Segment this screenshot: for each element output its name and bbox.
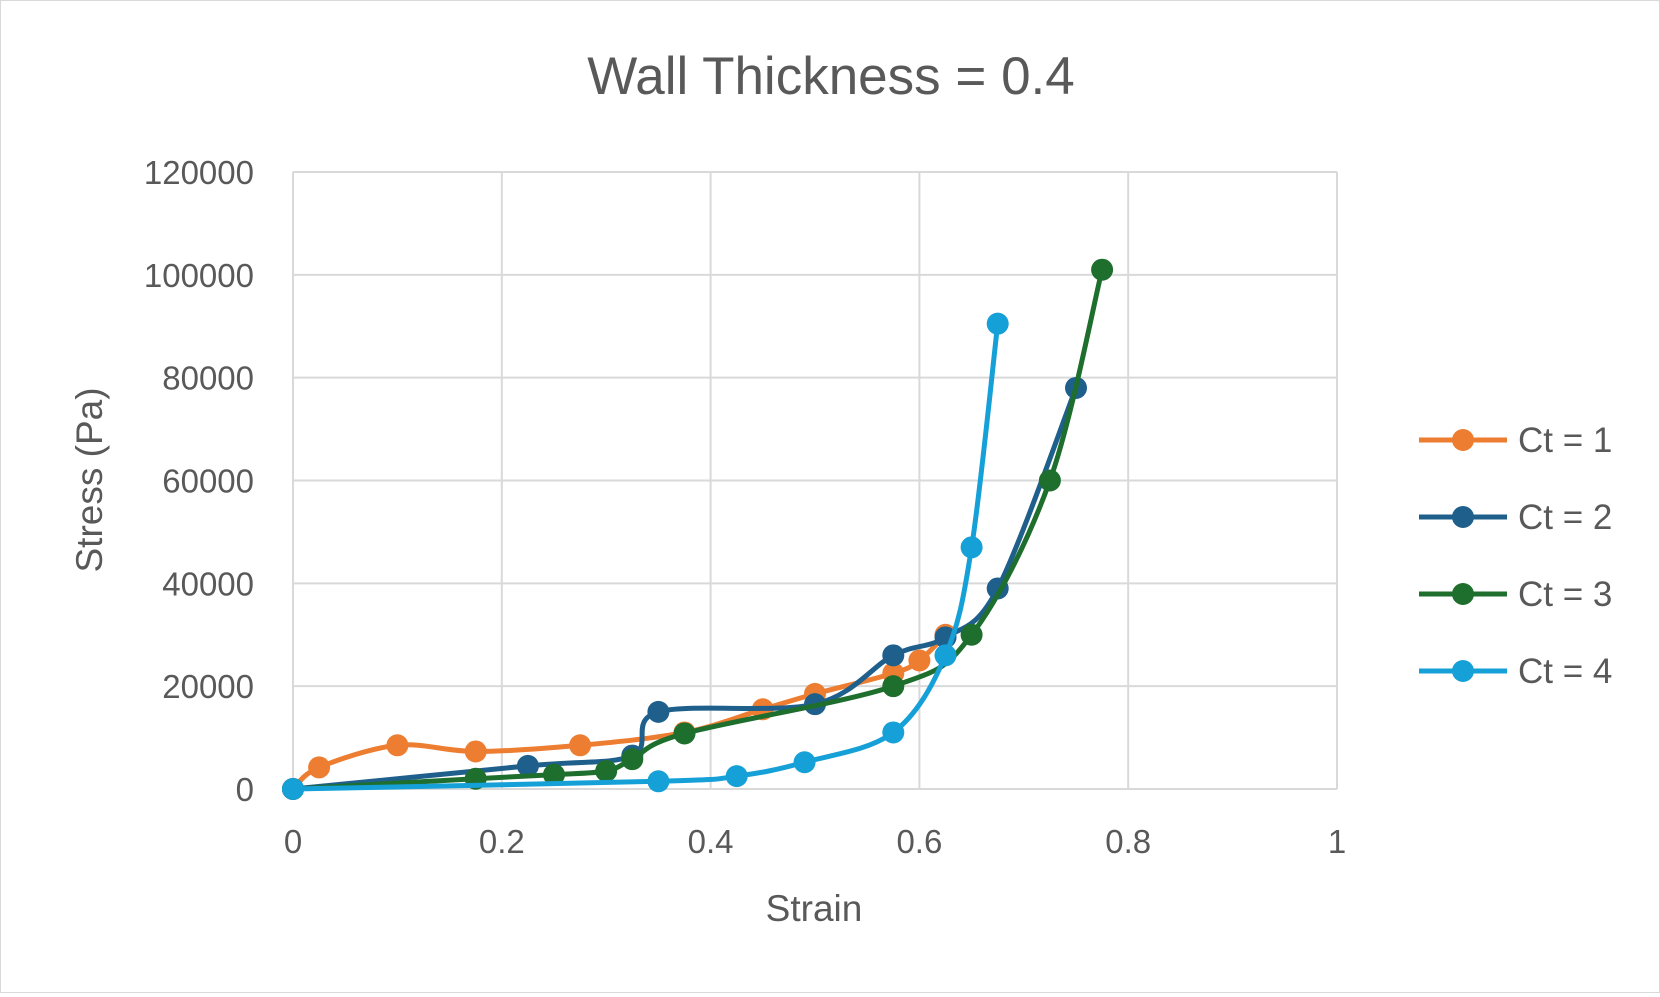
y-tick-label: 60000 xyxy=(162,463,254,500)
data-point xyxy=(882,721,905,744)
data-point xyxy=(793,751,816,774)
y-axis-label: Stress (Pa) xyxy=(69,387,110,572)
legend-marker xyxy=(1452,429,1474,451)
data-point xyxy=(282,778,304,800)
x-tick-label: 0.2 xyxy=(479,823,525,860)
data-point xyxy=(308,756,331,779)
data-point xyxy=(882,675,905,698)
y-tick-label: 20000 xyxy=(162,668,254,705)
y-axis-ticks: 0 20000 40000 60000 80000 100000 120000 xyxy=(144,154,254,808)
y-tick-label: 0 xyxy=(236,771,254,808)
x-tick-label: 1 xyxy=(1328,823,1346,860)
x-tick-label: 0.4 xyxy=(688,823,734,860)
legend: Ct = 1 Ct = 2 Ct = 3 Ct = 4 xyxy=(1419,421,1612,691)
y-tick-label: 120000 xyxy=(144,154,254,191)
legend-marker xyxy=(1452,583,1474,605)
chart-title: Wall Thickness = 0.4 xyxy=(587,47,1075,106)
legend-marker xyxy=(1452,506,1474,528)
data-point xyxy=(1091,258,1114,281)
legend-label: Ct = 4 xyxy=(1518,652,1612,691)
legend-label: Ct = 2 xyxy=(1518,498,1612,537)
data-point xyxy=(464,740,487,763)
data-point xyxy=(986,312,1009,335)
data-point xyxy=(960,623,983,646)
y-tick-label: 100000 xyxy=(144,257,254,294)
series-4 xyxy=(282,312,1009,800)
x-tick-label: 0.6 xyxy=(896,823,942,860)
data-point xyxy=(882,644,905,667)
data-point xyxy=(595,760,618,783)
x-axis-ticks: 0 0.2 0.4 0.6 0.8 1 xyxy=(284,823,1346,860)
legend-entry-3: Ct = 3 xyxy=(1419,575,1612,614)
data-point xyxy=(934,644,957,667)
data-point xyxy=(621,748,644,771)
legend-marker xyxy=(1452,660,1474,682)
data-point xyxy=(960,536,983,559)
data-point xyxy=(569,734,592,757)
data-point xyxy=(647,700,670,723)
series-1 xyxy=(282,623,957,800)
data-point xyxy=(908,649,931,672)
grid xyxy=(292,171,1338,790)
legend-entry-1: Ct = 1 xyxy=(1419,421,1612,460)
x-tick-label: 0 xyxy=(284,823,302,860)
legend-label: Ct = 3 xyxy=(1518,575,1612,614)
legend-label: Ct = 1 xyxy=(1518,421,1612,460)
data-point xyxy=(673,722,696,745)
data-point xyxy=(1038,469,1061,492)
data-point xyxy=(386,734,409,757)
legend-entry-4: Ct = 4 xyxy=(1419,652,1612,691)
series-line xyxy=(290,267,1105,792)
legend-entry-2: Ct = 2 xyxy=(1419,498,1612,537)
data-point xyxy=(543,763,565,786)
series-3 xyxy=(282,258,1114,800)
data-point xyxy=(725,765,748,788)
y-tick-label: 40000 xyxy=(162,565,254,602)
data-point xyxy=(647,770,670,793)
plot-series xyxy=(282,258,1114,800)
y-tick-label: 80000 xyxy=(162,360,254,397)
data-point xyxy=(516,754,539,777)
x-axis-label: Strain xyxy=(766,888,863,929)
x-tick-label: 0.8 xyxy=(1105,823,1151,860)
